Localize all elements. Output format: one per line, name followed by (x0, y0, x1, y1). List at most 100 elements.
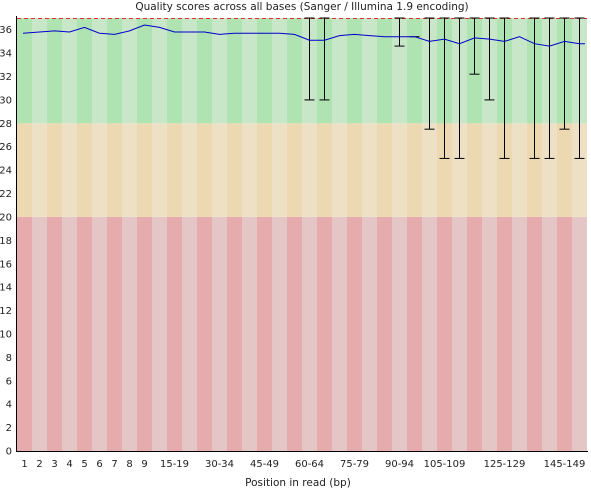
zone-good-stripe (182, 18, 197, 124)
zone-good-stripe (227, 18, 242, 124)
zone-reasonable-stripe (32, 123, 47, 217)
zone-poor-stripe (17, 216, 32, 451)
zone-poor-stripe (182, 216, 197, 451)
zone-reasonable-stripe (92, 123, 107, 217)
zone-good-stripe (77, 18, 92, 124)
x-axis-label: Position in read (bp) (245, 477, 351, 489)
zone-poor-stripe (287, 216, 302, 451)
zone-poor-stripe (482, 216, 497, 451)
zone-good-stripe (92, 18, 107, 124)
zone-good-stripe (242, 18, 257, 124)
zone-reasonable-stripe (557, 123, 572, 217)
y-tick-label: 36 (0, 25, 12, 36)
zone-poor-stripe (242, 216, 257, 451)
zone-poor-stripe (62, 216, 77, 451)
zone-good-stripe (377, 18, 392, 124)
y-tick-label: 0 (6, 447, 12, 458)
axes (16, 16, 588, 452)
zone-good-stripe (122, 18, 137, 124)
zone-poor-stripe (572, 216, 587, 451)
y-tick-label: 28 (0, 119, 12, 130)
zone-reasonable-stripe (107, 123, 122, 217)
zone-good-stripe (512, 18, 527, 124)
y-tick-label: 18 (0, 236, 12, 247)
zone-good-stripe (257, 18, 272, 124)
zone-good-stripe (197, 18, 212, 124)
zone-poor-stripe (512, 216, 527, 451)
x-tick-label: 90-94 (385, 459, 414, 470)
series-mean-line (22, 24, 585, 47)
zone-poor-stripe (347, 216, 362, 451)
x-tick-label: 15-19 (160, 459, 189, 470)
zone-good-stripe (362, 18, 377, 124)
zone-poor-stripe (557, 216, 572, 451)
y-tick-label: 6 (6, 376, 12, 387)
zone-reasonable-stripe (422, 123, 437, 217)
x-tick-label: 45-49 (250, 459, 279, 470)
y-tick-label: 34 (0, 49, 12, 60)
y-tick-label: 26 (0, 142, 12, 153)
zone-good-stripe (212, 18, 227, 124)
zone-poor-stripe (212, 216, 227, 451)
zone-reasonable-stripe (242, 123, 257, 217)
zone-reasonable-stripe (362, 123, 377, 217)
zone-poor-stripe (167, 216, 182, 451)
zone-reasonable-stripe (302, 123, 317, 217)
x-tick-label: 4 (66, 459, 72, 470)
zone-poor-stripe (32, 216, 47, 451)
zone-poor-stripe (317, 216, 332, 451)
zone-poor-stripe (407, 216, 422, 451)
zone-reasonable-stripe (377, 123, 392, 217)
zone-reasonable-stripe (182, 123, 197, 217)
x-tick-label: 125-129 (484, 459, 526, 470)
zone-reasonable-stripe (572, 123, 587, 217)
x-tick-label: 1 (21, 459, 27, 470)
zone-reasonable-stripe (152, 123, 167, 217)
zone-poor-stripe (302, 216, 317, 451)
zone-good-stripe (272, 18, 287, 124)
zone-reasonable-stripe (197, 123, 212, 217)
zone-reasonable-stripe (332, 123, 347, 217)
zone-poor-stripe (227, 216, 242, 451)
x-tick-label: 105-109 (424, 459, 466, 470)
zone-poor-stripe (272, 216, 287, 451)
zone-good-stripe (62, 18, 77, 124)
zone-poor-stripe (437, 216, 452, 451)
zone-good-stripe (332, 18, 347, 124)
zone-reasonable-stripe (62, 123, 77, 217)
zone-poor-stripe (332, 216, 347, 451)
zone-poor-stripe (422, 216, 437, 451)
zone-poor-stripe (542, 216, 557, 451)
zone-poor-stripe (77, 216, 92, 451)
x-tick-label: 145-149 (544, 459, 586, 470)
zone-reasonable-stripe (467, 123, 482, 217)
zone-reasonable-stripe (527, 123, 542, 217)
zone-good-stripe (17, 18, 32, 124)
zone-reasonable-stripe (17, 123, 32, 217)
zone-reasonable-stripe (257, 123, 272, 217)
zone-poor-stripe (497, 216, 512, 451)
y-tick-label: 12 (0, 306, 12, 317)
zone-poor-stripe (527, 216, 542, 451)
y-tick-label: 14 (0, 283, 12, 294)
zone-poor-stripe (122, 216, 137, 451)
zone-reasonable-stripe (227, 123, 242, 217)
zone-poor-stripe (47, 216, 62, 451)
zone-reasonable-stripe (122, 123, 137, 217)
y-tick-label: 10 (0, 329, 12, 340)
x-tick-labels: 1 2 3 4 5 6 7 8 9 15-19 30-34 45-49 60-64 75-79 90-94 1… (21, 459, 585, 470)
zone-reasonable-stripe (512, 123, 527, 217)
zone-reasonable-stripe (137, 123, 152, 217)
zone-reasonable-stripe (287, 123, 302, 217)
y-tick-label: 2 (6, 423, 12, 434)
zone-reasonable-stripe (407, 123, 422, 217)
zone-good-stripe (347, 18, 362, 124)
zone-poor-stripe (197, 216, 212, 451)
zone-poor-stripe (137, 216, 152, 451)
x-tick-label: 6 (96, 459, 102, 470)
x-tick-label: 60-64 (295, 459, 324, 470)
x-tick-label: 5 (81, 459, 87, 470)
x-tick-label: 3 (51, 459, 57, 470)
zone-reasonable-stripe (392, 123, 407, 217)
zone-reasonable-stripe (167, 123, 182, 217)
